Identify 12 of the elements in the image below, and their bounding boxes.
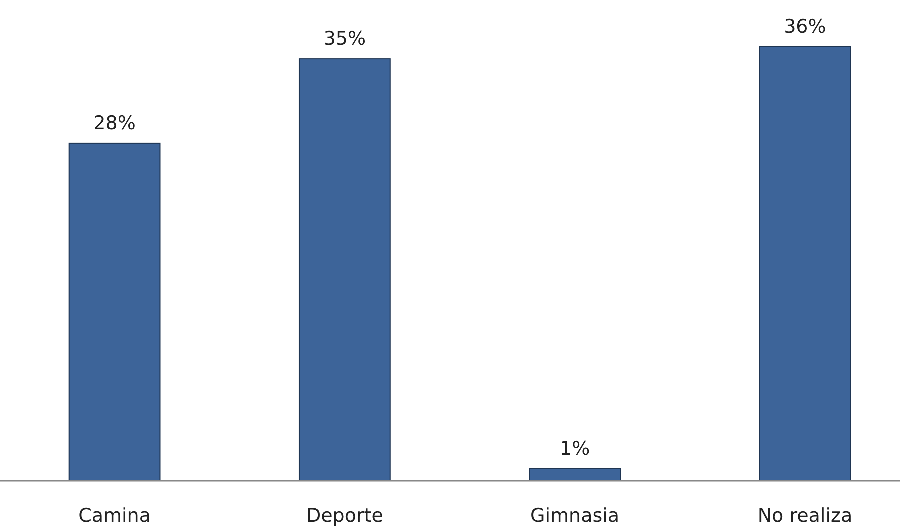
x-tick-label: Gimnasia [530, 505, 620, 527]
data-label: 35% [324, 28, 366, 50]
bar [759, 46, 852, 482]
bar [529, 468, 622, 482]
x-tick-label: No realiza [758, 505, 853, 527]
data-label: 28% [94, 112, 136, 134]
bar [298, 58, 391, 482]
x-tick-label: Deporte [306, 505, 384, 527]
data-label: 1% [560, 438, 590, 460]
data-label: 36% [784, 16, 826, 38]
x-tick-label: Camina [78, 505, 151, 527]
bar [68, 142, 161, 482]
